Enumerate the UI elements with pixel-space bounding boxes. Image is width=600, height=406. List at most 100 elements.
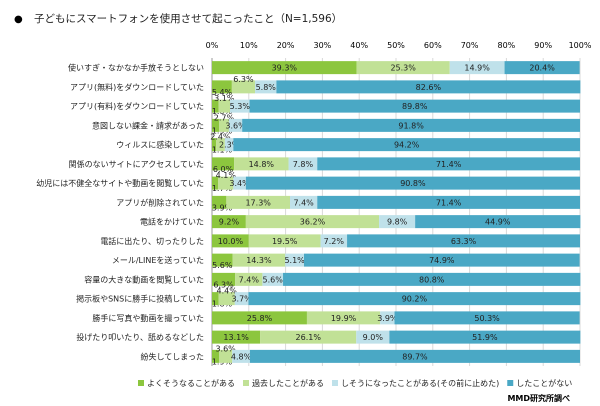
bar-segment: [245, 176, 580, 190]
data-label: 14.9%: [464, 64, 490, 73]
data-label: 14.8%: [249, 160, 275, 169]
bar-segment: [283, 272, 581, 286]
bar-segment: [260, 330, 357, 344]
bar-segment: [218, 118, 229, 132]
data-label: 14.3%: [246, 256, 272, 265]
data-label: 13.1%: [223, 333, 249, 342]
data-label: 5.4%: [212, 88, 233, 97]
bar-segment: [212, 195, 227, 209]
x-tick-label: 40%: [350, 41, 368, 50]
bar-segment: [212, 215, 246, 229]
data-label: 90.8%: [400, 179, 426, 188]
category-label: 掲示板やSNSに勝手に投稿していた: [76, 294, 204, 304]
bar-segment: [212, 138, 217, 152]
bar-segment: [212, 253, 233, 267]
data-label: 4.8%: [231, 352, 252, 361]
bar-segment: [216, 138, 225, 152]
bar-segment: [235, 272, 263, 286]
x-tick-label: 50%: [387, 41, 405, 50]
x-tick-label: 0%: [206, 41, 219, 50]
category-label: アプリが削除されていた: [116, 197, 204, 207]
bar-segment: [249, 349, 581, 363]
data-label: 80.8%: [419, 275, 445, 284]
bar-segment: [288, 157, 318, 171]
data-label: 7.4%: [293, 198, 314, 207]
bar-segment: [218, 99, 231, 113]
data-label: 19.5%: [272, 237, 298, 246]
bar-segment: [212, 157, 235, 171]
data-label: 44.9%: [485, 218, 511, 227]
data-label: 9.2%: [219, 218, 240, 227]
data-label: 25.3%: [390, 64, 416, 73]
data-label: 39.3%: [272, 64, 298, 73]
data-label: 19.9%: [331, 314, 357, 323]
category-label: 容量の大きな動画を閲覧していた: [84, 274, 204, 284]
bar-segment: [389, 330, 581, 344]
data-label: 6.0%: [213, 165, 234, 174]
data-label: 3.6%: [225, 121, 246, 130]
x-tick-label: 30%: [314, 41, 332, 50]
bar-segment: [212, 234, 249, 248]
legend-swatch: [138, 380, 144, 386]
legend-label: しそうになったことがある(その前に止めた): [341, 378, 499, 388]
bar-segment: [232, 349, 250, 363]
bar-segment: [218, 176, 234, 190]
bar-segment: [249, 99, 580, 113]
data-label: 2.4%: [210, 133, 231, 142]
data-label: 3.6%: [215, 344, 236, 353]
category-label: アプリ(無料)をダウンロードしていた: [70, 82, 204, 92]
data-label: 71.4%: [436, 198, 462, 207]
data-label: 90.2%: [402, 295, 428, 304]
bar-segment: [212, 61, 357, 75]
x-tick-label: 80%: [498, 41, 516, 50]
data-label: 91.8%: [398, 121, 424, 130]
data-label: 71.4%: [436, 160, 462, 169]
category-label: 意図しない課金・請求があった: [92, 120, 204, 130]
data-label: 3.4%: [229, 179, 250, 188]
bar-segment: [212, 349, 219, 363]
bar-segment: [212, 80, 232, 94]
bar-segment: [212, 99, 219, 113]
data-label: 7.4%: [239, 275, 260, 284]
category-label: 使いすぎ・なかなか手放そうとしない: [68, 63, 204, 73]
data-label: 5.3%: [230, 102, 251, 111]
data-label: 7.2%: [324, 237, 345, 246]
data-label: 6.3%: [213, 280, 234, 289]
data-label: 89.7%: [402, 352, 428, 361]
data-label: 5.6%: [263, 275, 284, 284]
bar-segment: [320, 234, 348, 248]
bar-segment: [356, 61, 450, 75]
legend-label: 過去したことがある: [252, 378, 324, 388]
data-label: 63.3%: [451, 237, 477, 246]
data-label: 5.1%: [284, 256, 305, 265]
x-tick-label: 100%: [569, 41, 592, 50]
category-label: アプリ(有料)をダウンロードしていた: [70, 101, 204, 111]
bar-segment: [262, 272, 284, 286]
category-label: 投げたり叩いたり、舐めるなどした: [76, 332, 204, 342]
title-bullet: ●: [14, 14, 23, 25]
bar-segment: [306, 311, 381, 325]
x-tick-label: 20%: [277, 41, 295, 50]
bar-segment: [218, 349, 233, 363]
x-tick-label: 10%: [240, 41, 258, 50]
category-label: 電話に出たり、切ったりした: [100, 236, 204, 246]
bar-segment: [232, 253, 286, 267]
bar-segment: [347, 234, 580, 248]
category-label: ウィルスに感染していた: [116, 140, 204, 150]
legend-label: したことがない: [516, 378, 572, 388]
bar-segment: [242, 118, 580, 132]
bar-segment: [233, 176, 246, 190]
bar-segment: [212, 311, 307, 325]
bar-segment: [228, 118, 243, 132]
bar-segment: [212, 292, 219, 306]
bar-segment: [504, 61, 580, 75]
bar-segment: [245, 215, 380, 229]
legend-label: よくそうなることがある: [147, 378, 235, 388]
x-tick-label: 60%: [424, 41, 442, 50]
data-label: 2.3%: [219, 141, 240, 150]
bar-segment: [218, 292, 235, 306]
data-label: 9.0%: [363, 333, 384, 342]
bar-segment: [234, 157, 289, 171]
bar-segment: [230, 99, 250, 113]
category-label: 幼児には不健全なサイトや動画を閲覧していた: [36, 178, 204, 188]
